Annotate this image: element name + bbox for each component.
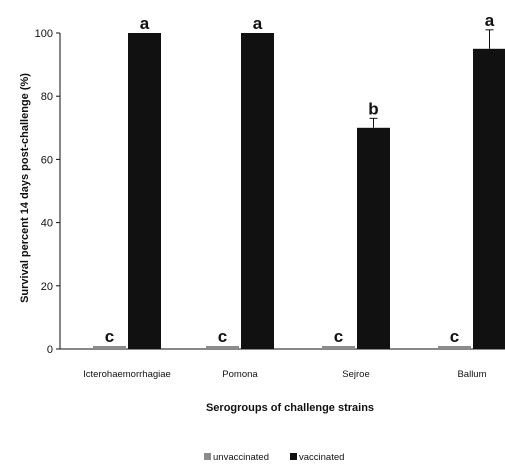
bar-vaccinated: [473, 48, 505, 350]
significance-label: a: [140, 14, 150, 33]
significance-label: a: [485, 11, 495, 30]
bar-vaccinated: [357, 127, 390, 349]
legend-swatch: [204, 453, 211, 460]
x-tick-label: Icterohaemorrhagiae: [83, 369, 171, 380]
significance-label: c: [105, 327, 114, 346]
x-tick-label: Ballum: [457, 369, 486, 380]
legend-label: vaccinated: [299, 452, 344, 463]
y-tick-label: 80: [41, 91, 53, 103]
bar-unvaccinated: [322, 346, 355, 349]
legend-swatch: [290, 453, 297, 460]
y-tick-label: 40: [41, 218, 53, 230]
x-axis-label: Serogroups of challenge strains: [206, 402, 374, 414]
bar-vaccinated: [241, 33, 274, 349]
bar-vaccinated: [128, 33, 161, 349]
y-tick-label: 100: [35, 28, 53, 40]
significance-label: c: [334, 327, 343, 346]
y-axis-label: Survival percent 14 days post-challenge …: [19, 73, 31, 303]
x-tick-label: Sejroe: [342, 369, 369, 380]
legend: unvaccinated vaccinated: [204, 452, 344, 463]
y-tick-label: 20: [41, 281, 53, 293]
significance-label: c: [450, 327, 459, 346]
significance-label: c: [218, 327, 227, 346]
significance-label: b: [368, 99, 378, 118]
bar-unvaccinated: [93, 346, 126, 349]
x-tick-label: Pomona: [222, 369, 258, 380]
bar-unvaccinated: [438, 346, 471, 349]
y-tick-label: 0: [47, 344, 53, 356]
y-tick-label: 60: [41, 154, 53, 166]
significance-label: a: [253, 14, 263, 33]
legend-label: unvaccinated: [213, 452, 269, 463]
bar-unvaccinated: [206, 346, 239, 349]
